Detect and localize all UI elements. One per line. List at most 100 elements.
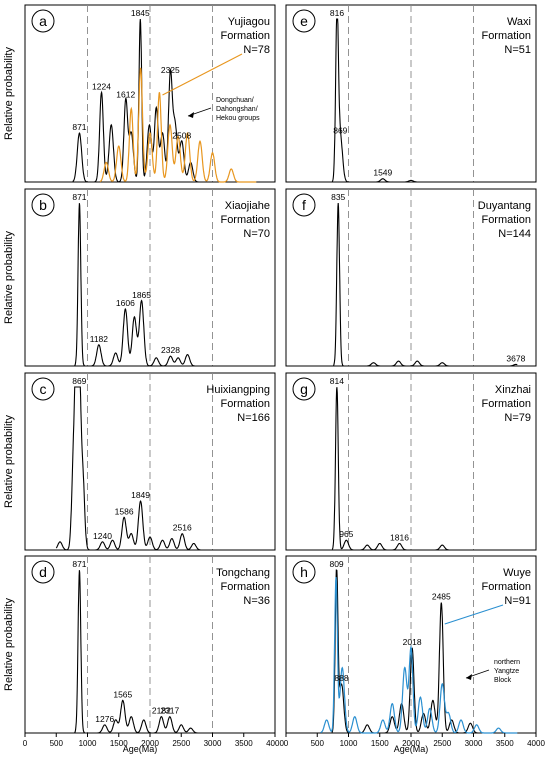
axes-text-layer: Age(Ma)	[123, 744, 158, 754]
peak-label: 1182	[90, 334, 109, 344]
x-tick-label: 2000	[141, 739, 159, 748]
formation-label-line: Formation	[220, 30, 270, 42]
peak-label: 2325	[161, 65, 180, 75]
peak-label: 835	[331, 192, 345, 202]
formation-label-line: N=51	[504, 44, 531, 56]
formation-label-line: N=166	[237, 412, 270, 424]
series-pointer-arrow	[162, 53, 243, 96]
peak-label: 871	[72, 192, 86, 202]
x-tick-label: 3500	[235, 739, 253, 748]
arrow-label-line: Hekou groups	[216, 115, 260, 122]
formation-label-line: Xinzhai	[495, 384, 531, 396]
peak-label: 888	[334, 673, 348, 683]
peak-label: 871	[72, 559, 86, 569]
formation-label-line: N=79	[504, 412, 531, 424]
panel-letter: h	[300, 564, 308, 580]
panel-letter: e	[300, 13, 308, 29]
peak-label: 809	[329, 559, 343, 569]
arrow-label-line: northern	[494, 659, 520, 666]
panel-letter-badge	[31, 9, 55, 33]
formation-label-line: N=78	[243, 44, 270, 56]
formation-label-line: Formation	[220, 214, 270, 226]
peak-label: 871	[72, 122, 86, 132]
peak-label: 1276	[95, 714, 114, 724]
x-tick-label: 1500	[110, 739, 128, 748]
series-line-primary	[74, 203, 257, 367]
peak-label: 1240	[93, 531, 112, 541]
series-line-reference	[320, 576, 518, 734]
panel-f: 835 3678 f Duyantang Formation N=144	[285, 188, 537, 367]
x-tick-label: 2500	[433, 739, 451, 748]
x-axis-title-right: Age(Ma)	[394, 744, 429, 754]
peak-label: 1565	[113, 689, 132, 699]
panel-letter-badge	[292, 560, 316, 584]
panel-letter: b	[39, 197, 47, 213]
x-tick-label: 500	[311, 739, 325, 748]
panel-c: 869 1240 1586 1849 2516 c Huixiangping Formatio…	[3, 372, 276, 551]
arrow-label-line: Block	[494, 677, 512, 684]
peak-label: 2508	[172, 130, 191, 140]
panel-g: 814 965 1816 g Xinzhai Formation N=79	[285, 372, 537, 551]
peak-label: 869	[333, 125, 347, 135]
formation-label-line: Formation	[481, 30, 531, 42]
panel-letter-badge	[292, 193, 316, 217]
x-tick-label: 4000	[527, 739, 545, 748]
x-tick-label: 3000	[204, 739, 222, 748]
series-line-primary	[331, 569, 518, 734]
peak-label: 2317	[160, 706, 179, 716]
panel-a: 871 1224 1612 1845 2325 2508 a Yujiagou Formatio…	[3, 4, 276, 183]
arrow-label-line: Yangtze	[494, 668, 519, 675]
x-tick-label: 2000	[402, 739, 420, 748]
arrow-label-line: Dongchuan/	[216, 97, 254, 104]
panel-e: 816 869 1549 e Waxi Formation N=51	[285, 4, 537, 183]
formation-label-line: N=144	[498, 228, 531, 240]
series-line-primary	[331, 18, 518, 183]
arrow-head	[466, 674, 472, 680]
series-pointer-arrow	[444, 604, 504, 625]
formation-label-line: Tongchang	[216, 567, 270, 579]
formation-label-line: N=36	[243, 595, 270, 607]
panel-letter: d	[39, 564, 47, 580]
peak-label: 1865	[132, 290, 151, 300]
peak-label: 1586	[115, 506, 134, 516]
formation-label-line: N=91	[504, 595, 531, 607]
formation-label-line: N=70	[243, 228, 270, 240]
panel-h: 809 888 2018 2485 h Wuye Formation N=91 northern…	[284, 555, 545, 754]
peak-label: 965	[339, 529, 353, 539]
peak-label: 869	[72, 376, 86, 386]
panel-letter: g	[300, 381, 308, 397]
peak-label: 1606	[116, 298, 135, 308]
panel-letter-badge	[31, 377, 55, 401]
x-tick-label: 2500	[172, 739, 190, 748]
x-tick-label: 500	[50, 739, 64, 748]
formation-label-line: Formation	[481, 398, 531, 410]
peak-label: 814	[330, 376, 344, 386]
arrow-head	[188, 112, 194, 118]
peak-label: 1612	[116, 90, 135, 100]
arrow-label-line: Dahongshan/	[216, 106, 258, 113]
peak-label: 1549	[373, 168, 392, 178]
x-axis-title-left: Age(Ma)	[123, 744, 158, 754]
formation-label-line: Xiaojiahe	[225, 200, 270, 212]
formation-label-line: Formation	[481, 214, 531, 226]
peak-label: 2485	[432, 592, 451, 602]
formation-label-line: Duyantang	[478, 200, 531, 212]
formation-label-line: Huixiangping	[206, 384, 270, 396]
panel-letter-badge	[292, 377, 316, 401]
panel-letter: f	[302, 197, 306, 213]
panel-letter-badge	[292, 9, 316, 33]
formation-label-line: Wuye	[503, 567, 531, 579]
panel-letter-badge	[31, 193, 55, 217]
x-tick-label: 1500	[371, 739, 389, 748]
peak-label: 2182	[152, 706, 171, 716]
peak-label: 2018	[403, 637, 422, 647]
panel-letter: a	[39, 13, 47, 29]
x-tick-label: 3000	[465, 739, 483, 748]
peak-label: 1849	[131, 490, 150, 500]
x-tick-label: 4000	[266, 739, 284, 748]
x-tick-label: 3500	[496, 739, 514, 748]
y-axis-title: Relative probability	[3, 415, 15, 508]
y-axis-title: Relative probability	[3, 598, 15, 691]
